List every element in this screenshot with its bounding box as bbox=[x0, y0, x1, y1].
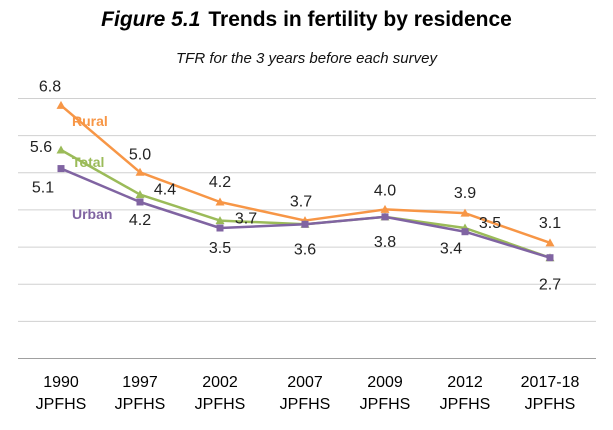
data-point-rural bbox=[135, 167, 145, 176]
data-label-urban: 3.6 bbox=[294, 241, 316, 258]
x-tick-label-year: 2012 bbox=[447, 374, 483, 391]
x-tick-label-survey: JPFHS bbox=[195, 396, 246, 413]
data-label-total: 3.7 bbox=[235, 211, 257, 228]
data-label-rural: 5.0 bbox=[129, 146, 151, 163]
chart-subtitle: TFR for the 3 years before each survey bbox=[176, 50, 437, 67]
data-point-urban bbox=[546, 254, 554, 262]
data-label-urban: 3.4 bbox=[440, 241, 462, 258]
data-point-total bbox=[56, 145, 66, 154]
x-tick-label-year: 2007 bbox=[287, 374, 323, 391]
data-label-urban: 3.8 bbox=[374, 234, 396, 251]
x-tick-label-year: 1990 bbox=[43, 374, 79, 391]
x-tick-label-survey: JPFHS bbox=[115, 396, 166, 413]
data-point-rural bbox=[56, 100, 66, 109]
data-label-rural: 3.7 bbox=[290, 194, 312, 211]
data-label-total: 4.4 bbox=[154, 182, 176, 199]
x-tick-label-year: 2002 bbox=[202, 374, 238, 391]
data-point-urban bbox=[381, 213, 389, 221]
data-label-urban: 3.5 bbox=[209, 240, 231, 257]
data-point-urban bbox=[461, 228, 469, 236]
x-tick-label-year: 1997 bbox=[122, 374, 158, 391]
data-label-rural: 3.1 bbox=[539, 215, 561, 232]
data-label-urban: 5.1 bbox=[32, 180, 54, 197]
x-tick-label-survey: JPFHS bbox=[440, 396, 491, 413]
x-tick-label-survey: JPFHS bbox=[360, 396, 411, 413]
series-label-urban: Urban bbox=[72, 206, 112, 222]
data-point-rural bbox=[545, 238, 555, 247]
data-point-total bbox=[135, 190, 145, 199]
chart-title: Figure 5.1 Trends in fertility by residen… bbox=[0, 8, 613, 32]
data-label-urban: 4.2 bbox=[129, 212, 151, 229]
data-point-urban bbox=[136, 198, 144, 206]
x-tick-label-year: 2017-18 bbox=[521, 374, 580, 391]
title-text: Trends in fertility by residence bbox=[208, 8, 512, 31]
data-point-urban bbox=[301, 220, 309, 228]
figure-number: Figure 5.1 bbox=[101, 8, 201, 31]
data-label-rural: 4.0 bbox=[374, 182, 396, 199]
series-label-rural: Rural bbox=[72, 113, 108, 129]
x-tick-label-survey: JPFHS bbox=[280, 396, 331, 413]
x-tick-label-survey: JPFHS bbox=[525, 396, 576, 413]
data-point-urban bbox=[57, 165, 65, 173]
data-label-rural: 6.8 bbox=[39, 78, 61, 95]
data-point-total bbox=[215, 216, 225, 225]
data-point-urban bbox=[216, 224, 224, 232]
series-label-total: Total bbox=[72, 154, 104, 170]
data-point-rural bbox=[380, 204, 390, 213]
data-label-rural: 4.2 bbox=[209, 174, 231, 191]
data-label-total: 3.5 bbox=[479, 215, 501, 232]
data-label-total: 5.6 bbox=[30, 139, 52, 156]
x-tick-label-survey: JPFHS bbox=[36, 396, 87, 413]
x-tick-label-year: 2009 bbox=[367, 374, 403, 391]
data-point-rural bbox=[215, 197, 225, 206]
data-label-rural: 3.9 bbox=[454, 185, 476, 202]
data-label-urban: 2.7 bbox=[539, 277, 561, 294]
data-point-rural bbox=[460, 208, 470, 217]
